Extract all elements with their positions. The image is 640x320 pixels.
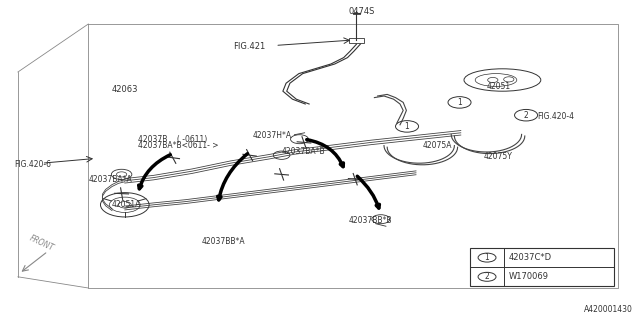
Text: 42037B    ( -0611): 42037B ( -0611) [138, 135, 207, 144]
Text: W170069: W170069 [509, 272, 548, 281]
Text: 42037BA*B: 42037BA*B [282, 148, 325, 156]
Text: 42037H*A: 42037H*A [253, 132, 292, 140]
Text: 42037BA*B<0611- >: 42037BA*B<0611- > [138, 141, 218, 150]
Text: 1: 1 [457, 98, 462, 107]
Text: 42075A: 42075A [422, 141, 452, 150]
Text: FIG.420-6: FIG.420-6 [14, 160, 51, 169]
Text: 42075Y: 42075Y [483, 152, 512, 161]
Text: 42051A: 42051A [112, 200, 141, 209]
Text: 1: 1 [404, 122, 410, 131]
Text: 1: 1 [484, 253, 490, 262]
Text: FRONT: FRONT [28, 234, 55, 253]
Text: FIG.421: FIG.421 [234, 42, 266, 51]
Text: 42037BB*B: 42037BB*B [349, 216, 392, 225]
Text: 42051: 42051 [486, 82, 511, 91]
Bar [349, 38, 364, 43]
Bar [470, 248, 614, 286]
Text: 0474S: 0474S [349, 7, 375, 16]
Text: 42063: 42063 [112, 85, 138, 94]
Text: FIG.420-4: FIG.420-4 [538, 112, 575, 121]
Text: 2: 2 [484, 272, 490, 281]
Text: 42037C*D: 42037C*D [509, 253, 552, 262]
Text: 42037BB*A: 42037BB*A [202, 237, 245, 246]
Text: 2: 2 [524, 111, 529, 120]
Text: A420001430: A420001430 [584, 305, 632, 314]
Text: 42037BA*A: 42037BA*A [88, 175, 132, 184]
